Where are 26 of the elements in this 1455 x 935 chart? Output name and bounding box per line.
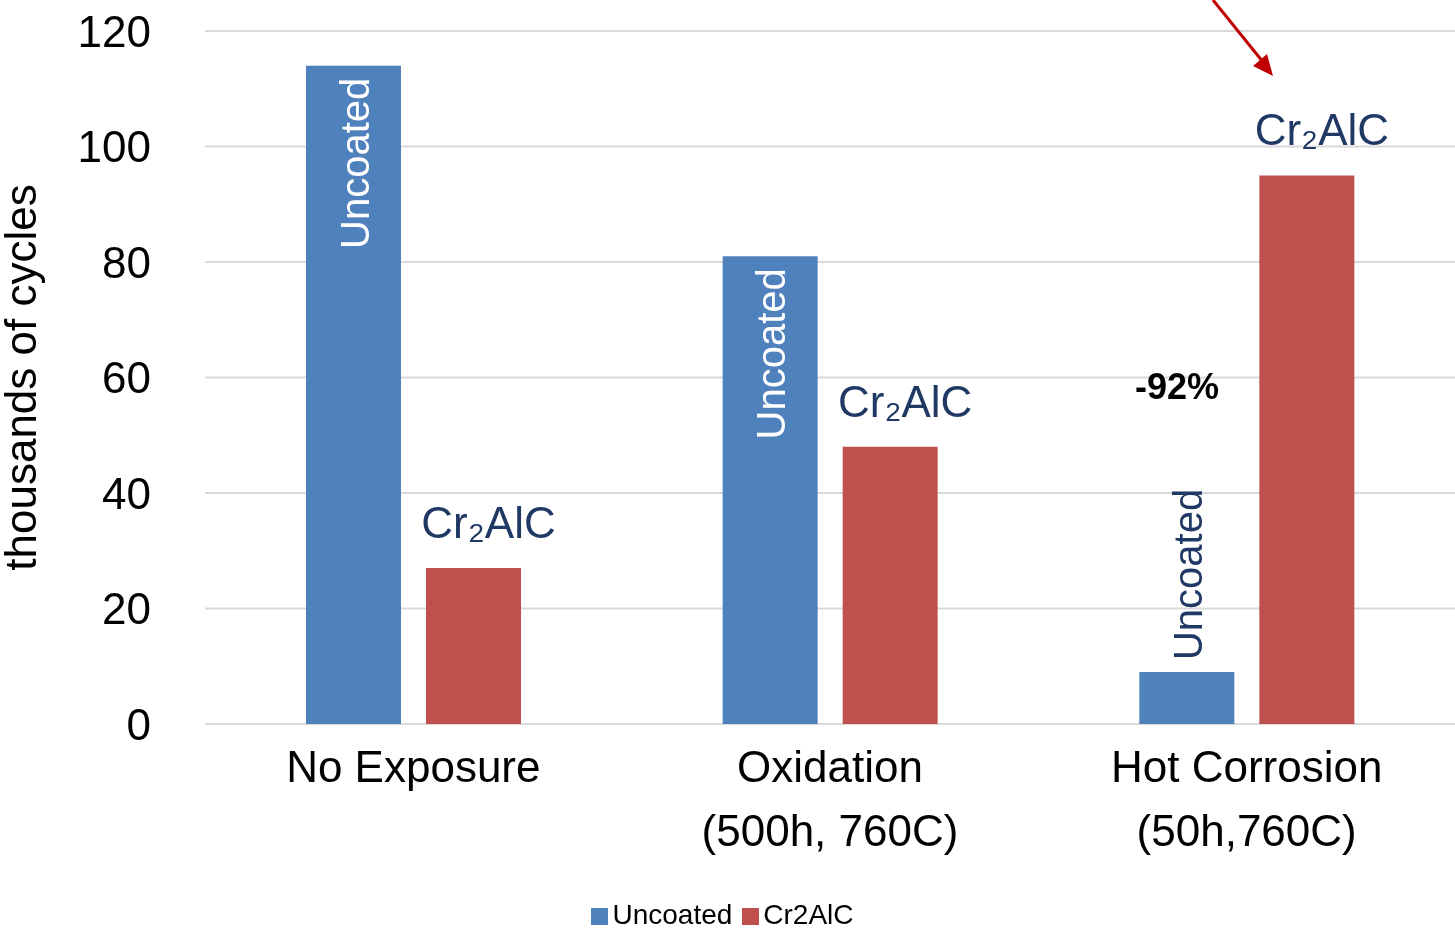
bar [1139,672,1235,724]
y-tick-label: 100 [77,122,151,172]
legend-label: Cr2AlC [763,899,854,930]
y-tick-label: 20 [102,584,151,634]
data-label: Cr₂AlC [837,376,973,426]
legend-label: Uncoated [612,899,733,930]
bar [426,568,521,724]
y-tick-label: 40 [102,468,151,518]
x-tick-label: Oxidation (500h, 760C) [701,742,959,855]
bar [842,446,938,724]
y-tick-label: 0 [126,699,151,749]
annotation: -92% [1135,366,1220,408]
x-tick-label: Hot Corrosion (50h,760C) [1110,742,1383,855]
data-label: Uncoated [749,268,794,440]
y-axis-title: thousands of cycles [0,184,45,571]
x-tick-label: No Exposure [286,742,541,791]
data-label: Uncoated [332,77,377,249]
data-label: Cr₂AlC [421,498,556,548]
y-tick-label: 80 [102,237,151,287]
y-tick-label: 60 [102,353,151,403]
data-label: Uncoated [1165,488,1210,661]
bar [1259,175,1355,724]
bar [722,256,818,724]
bar [306,65,401,724]
y-tick-label: 120 [77,6,151,56]
data-label: Cr₂AlC [1254,105,1390,155]
